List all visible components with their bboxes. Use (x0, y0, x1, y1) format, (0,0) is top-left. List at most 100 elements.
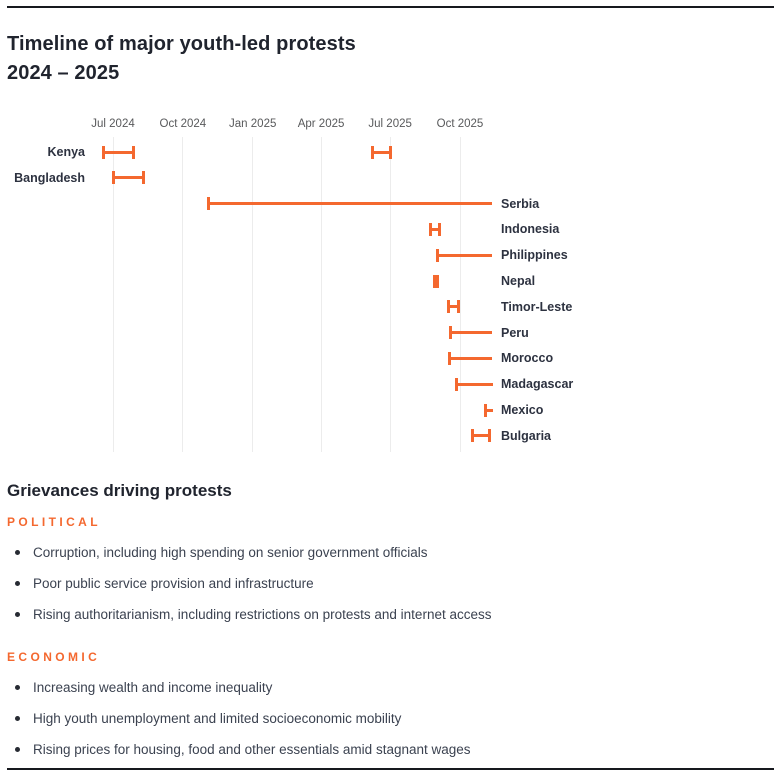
bar-start-cap (484, 403, 488, 417)
bar-start-cap (432, 274, 436, 288)
country-label: Indonesia (501, 222, 560, 237)
axis-tick-label: Jul 2024 (91, 118, 135, 130)
bar-line (484, 408, 494, 412)
bar-line (447, 305, 460, 309)
bullet-icon (15, 550, 20, 555)
grievances-section: Grievances driving protests POLITICAL Co… (7, 481, 747, 782)
timeline-bar (111, 171, 145, 185)
list-item: Poor public service provision and infras… (7, 575, 747, 593)
country-label: Serbia (501, 196, 540, 211)
list-item: Corruption, including high spending on s… (7, 544, 747, 562)
political-group-title: POLITICAL (7, 515, 101, 529)
economic-group-title: ECONOMIC (7, 650, 101, 664)
country-label: Mexico (501, 403, 544, 417)
bar-start-cap (447, 300, 451, 314)
axis-tick-label: Oct 2025 (436, 118, 484, 130)
country-label: Morocco (501, 351, 554, 366)
list-item: Increasing wealth and income inequality (7, 679, 747, 697)
bar-end-cap (488, 429, 492, 443)
list-item-text: Poor public service provision and infras… (33, 576, 314, 591)
bar-end-cap (389, 145, 393, 159)
timeline-bar (470, 429, 492, 443)
economic-list: Increasing wealth and income inequality … (7, 679, 747, 759)
bar-line (447, 356, 492, 360)
country-label: Bulgaria (501, 428, 552, 443)
axis-tick-label: Jul 2025 (368, 118, 412, 130)
list-item: Rising prices for housing, food and othe… (7, 741, 747, 759)
bar-start-cap (207, 197, 211, 211)
bar-start-cap (448, 326, 452, 340)
bar-end-cap (437, 222, 441, 236)
gridline (320, 137, 322, 452)
timeline-bar (447, 351, 492, 365)
country-label: Timor-Leste (501, 299, 573, 314)
bar-end-cap (456, 300, 460, 314)
page-title-line1: Timeline of major youth-led protests (7, 33, 356, 55)
list-item: Rising authoritarianism, including restr… (7, 606, 747, 624)
bar-start-cap (447, 351, 451, 365)
timeline-bar (484, 403, 494, 417)
bar-start-cap (371, 145, 375, 159)
country-label: Madagascar (501, 377, 574, 392)
gridline (252, 137, 254, 452)
protest-timeline-chart: Jul 2024 Oct 2024 Jan 2025 Apr 2025 Jul 2025… (14, 118, 574, 452)
timeline-bar (207, 197, 492, 211)
bullet-icon (15, 716, 20, 721)
bar-line (432, 279, 440, 283)
gridline (182, 137, 184, 452)
axis-tick-label: Oct 2024 (159, 118, 207, 130)
bar-line (371, 150, 393, 154)
bar-start-cap (436, 248, 440, 262)
page-title: Timeline of major youth-led protests 202… (7, 30, 356, 88)
bottom-rule (7, 768, 774, 770)
bar-line (436, 253, 492, 257)
bar-line (428, 227, 441, 231)
grievances-heading: Grievances driving protests (7, 481, 232, 500)
bullet-icon (15, 581, 20, 586)
gridline (112, 137, 114, 452)
bar-line (101, 150, 135, 154)
gridline (389, 137, 391, 452)
bar-start-cap (111, 171, 115, 185)
list-item: High youth unemployment and limited soci… (7, 710, 747, 728)
country-label: Philippines (501, 248, 568, 263)
bar-line (207, 202, 492, 206)
timeline-bar (436, 248, 492, 262)
timeline-bar (371, 145, 393, 159)
timeline-bar (432, 274, 440, 288)
timeline-bar (447, 300, 460, 314)
country-label: Kenya (47, 145, 85, 159)
bar-line (454, 382, 494, 386)
page-title-line2: 2024 – 2025 (7, 62, 120, 84)
gridline (459, 137, 461, 452)
list-item-text: High youth unemployment and limited soci… (33, 711, 402, 726)
bar-start-cap (428, 222, 432, 236)
list-item-text: Rising prices for housing, food and othe… (33, 742, 471, 757)
bar-start-cap (454, 377, 458, 391)
bar-end-cap (131, 145, 135, 159)
timeline-bar (454, 377, 494, 391)
bar-start-cap (101, 145, 105, 159)
top-rule (7, 6, 774, 8)
country-label: Bangladesh (14, 170, 85, 185)
timeline-bar (428, 222, 441, 236)
political-list: Corruption, including high spending on s… (7, 544, 747, 624)
axis-tick-label: Jan 2025 (229, 118, 277, 130)
bar-line (448, 331, 492, 335)
bullet-icon (15, 612, 20, 617)
list-item-text: Corruption, including high spending on s… (33, 545, 428, 560)
timeline-bar (448, 326, 492, 340)
bullet-icon (15, 747, 20, 752)
bullet-icon (15, 685, 20, 690)
list-item-text: Increasing wealth and income inequality (33, 680, 273, 695)
timeline-bar (101, 145, 135, 159)
bar-end-cap (141, 171, 145, 185)
country-label: Nepal (501, 274, 536, 288)
axis-tick-label: Apr 2025 (297, 118, 345, 130)
bar-end-cap (436, 274, 440, 288)
bar-start-cap (470, 429, 474, 443)
bar-line (111, 176, 145, 180)
bar-line (470, 434, 492, 438)
list-item-text: Rising authoritarianism, including restr… (33, 607, 492, 622)
